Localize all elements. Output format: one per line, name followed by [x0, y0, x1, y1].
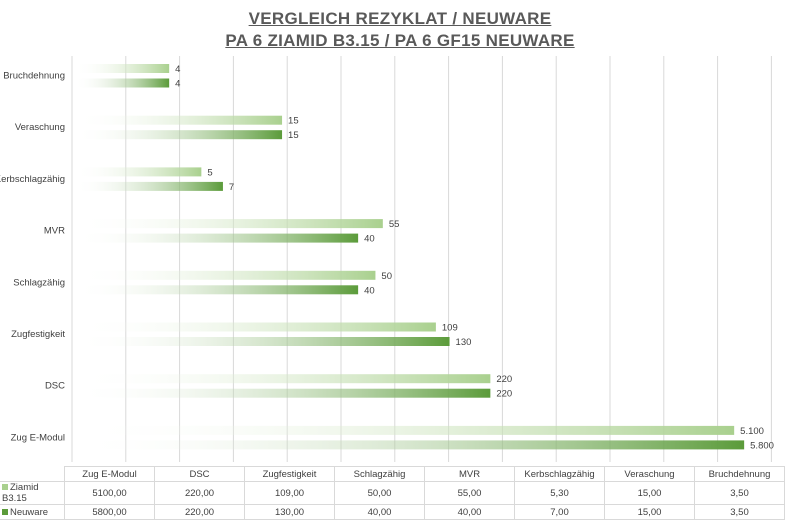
table-header: Zug E-Modul — [64, 466, 155, 482]
table-header: Veraschung — [604, 466, 695, 482]
bar-neuware — [75, 388, 491, 398]
category-label: Kerbschlagzähig — [0, 174, 65, 185]
bar-ziamid — [75, 322, 436, 332]
table-cell: 3,50 — [694, 481, 785, 505]
data-label: 7 — [229, 182, 234, 193]
data-label: 4 — [175, 64, 180, 75]
series-name: Neuware — [10, 506, 49, 518]
data-label: 109 — [442, 323, 458, 334]
table-cell: 5,30 — [514, 481, 605, 505]
bar-ziamid — [75, 167, 202, 177]
category-label: MVR — [44, 226, 65, 237]
data-label: 55 — [389, 219, 400, 230]
table-cell: 5100,00 — [64, 481, 155, 505]
bar-neuware — [75, 130, 283, 140]
series-name: Ziamid B3.15 — [2, 482, 39, 504]
bar-ziamid — [75, 374, 491, 384]
data-label: 40 — [364, 285, 375, 296]
legend-swatch — [2, 484, 8, 491]
chart-subtitle: PA 6 ZIAMID B3.15 / PA 6 GF15 NEUWARE — [225, 31, 575, 50]
table-cell: 130,00 — [244, 504, 335, 520]
table-cell: 50,00 — [334, 481, 425, 505]
legend-swatch — [2, 508, 8, 515]
table-corner — [0, 466, 65, 482]
chart-title: VERGLEICH REZYKLAT / NEUWARE — [248, 9, 552, 28]
category-label: Zugfestigkeit — [11, 329, 65, 340]
table-cell: 220,00 — [154, 481, 245, 505]
bar-neuware — [75, 337, 450, 346]
table-cell: 109,00 — [244, 481, 335, 505]
table-header: Schlagzähig — [334, 466, 425, 482]
legend-entry: Neuware — [0, 504, 65, 520]
category-label: Bruchdehnung — [3, 71, 65, 82]
bar-ziamid — [75, 425, 735, 435]
table-header: DSC — [154, 466, 245, 482]
category-label: Veraschung — [15, 122, 65, 133]
data-label: 220 — [496, 374, 512, 385]
data-label: 40 — [364, 234, 375, 245]
bar-neuware — [75, 78, 170, 88]
bar-ziamid — [75, 270, 376, 280]
data-label: 5 — [207, 167, 212, 178]
bar-neuware — [75, 233, 359, 243]
data-label: 15 — [288, 130, 299, 141]
data-label: 5.100 — [740, 426, 764, 437]
data-label: 4 — [175, 79, 180, 90]
bar-chart: Zug E-Modul 5.100 5.800 DSC 220 220 Zugfestigk… — [0, 56, 774, 462]
category-label: DSC — [45, 381, 65, 392]
table-cell: 220,00 — [154, 504, 245, 520]
table-header: Bruchdehnung — [694, 466, 785, 482]
data-label: 50 — [381, 271, 392, 282]
table-header: Zugfestigkeit — [244, 466, 335, 482]
table-cell: 40,00 — [334, 504, 425, 520]
legend-entry: Ziamid B3.15 — [0, 481, 65, 505]
bar-ziamid — [75, 219, 383, 229]
bar-neuware — [75, 440, 745, 450]
table-cell: 7,00 — [514, 504, 605, 520]
bar-ziamid — [75, 115, 283, 125]
bar-ziamid — [75, 64, 170, 73]
data-label: 5.800 — [750, 440, 774, 451]
table-cell: 3,50 — [694, 504, 785, 520]
data-table: Zug E-Modul DSC Zugfestigkeit Schlagzähig MV… — [0, 466, 785, 520]
table-row: Ziamid B3.15 5100,00 220,00 109,00 50,00 55,0… — [0, 481, 785, 505]
table-row: Neuware 5800,00 220,00 130,00 40,00 40,00 7,00… — [0, 504, 785, 520]
data-label: 220 — [496, 389, 512, 400]
table-header: MVR — [424, 466, 515, 482]
table-cell: 15,00 — [604, 481, 695, 505]
bar-neuware — [75, 181, 223, 191]
table-cell: 5800,00 — [64, 504, 155, 520]
bar-neuware — [75, 285, 359, 295]
data-label: 130 — [456, 337, 472, 348]
table-cell: 55,00 — [424, 481, 515, 505]
table-cell: 40,00 — [424, 504, 515, 520]
category-label: Schlagzähig — [13, 277, 65, 288]
table-header: Kerbschlagzähig — [514, 466, 605, 482]
category-label: Zug E-Modul — [11, 432, 65, 443]
data-label: 15 — [288, 116, 299, 127]
table-cell: 15,00 — [604, 504, 695, 520]
